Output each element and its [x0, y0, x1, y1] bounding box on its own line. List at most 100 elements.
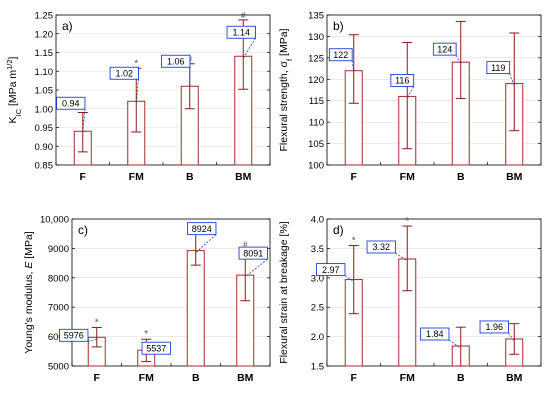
- value-label: 0.94: [62, 98, 80, 108]
- y-axis-label-part: 1/2: [5, 59, 14, 69]
- value-label-leader: [455, 54, 462, 65]
- category-label: FM: [129, 171, 144, 183]
- y-tick-label: 5000: [48, 362, 69, 373]
- y-tick-label: 120: [308, 75, 324, 86]
- value-label-box: [187, 222, 217, 236]
- panel-label: d): [333, 223, 344, 237]
- significance-marker: *: [95, 317, 99, 328]
- value-label: 1.02: [115, 68, 133, 78]
- value-label-box: [238, 246, 268, 260]
- panel-c: 5000 6000 7000 8000 9000 10,000 * 5976 F * 5537 FM #…: [23, 215, 271, 384]
- value-label: 119: [491, 63, 505, 73]
- value-label-leader: [508, 332, 515, 342]
- value-label-box: [432, 42, 457, 56]
- y-tick-label: 1.05: [35, 86, 54, 97]
- category-label: FM: [400, 372, 415, 384]
- y-tick-label: 10,000: [40, 215, 69, 226]
- value-label: 122: [333, 50, 348, 60]
- value-label-leader: [344, 275, 354, 282]
- y-tick-label: 1.20: [35, 29, 54, 40]
- category-label: B: [192, 372, 200, 384]
- category-label: B: [457, 171, 465, 183]
- y-axis-label-part: [MPa]: [278, 28, 290, 58]
- value-label-leader: [242, 38, 256, 59]
- category-label: F: [351, 171, 358, 183]
- y-tick-label: 1.00: [35, 104, 54, 115]
- panel-d: 1.5 2.0 2.5 3.0 3.5 4.0 * 2.97 F * 3.32 FM 1.84 B 1.96…: [278, 215, 542, 384]
- category-label: B: [457, 372, 465, 384]
- significance-marker: #: [243, 241, 248, 250]
- category-label: BM: [237, 372, 254, 384]
- y-axis-label-part: E: [23, 261, 35, 269]
- value-label: 116: [395, 76, 409, 86]
- value-label-leader: [448, 339, 461, 349]
- y-axis-label-part: [MPa m: [7, 70, 19, 109]
- y-tick-label: 1.15: [35, 48, 54, 59]
- value-label-leader: [406, 86, 415, 99]
- value-label-box: [479, 320, 509, 334]
- value-label: 2.97: [322, 265, 340, 275]
- y-tick-label: 1.25: [35, 11, 54, 22]
- y-axis-label-part: Flexural strength, σ: [278, 60, 290, 151]
- y-tick-label: 130: [308, 32, 324, 43]
- category-label: FM: [139, 372, 154, 384]
- value-label-box: [366, 240, 396, 254]
- value-label-box: [420, 327, 450, 341]
- y-tick-label: 2.0: [311, 332, 324, 343]
- category-label: BM: [235, 171, 252, 183]
- value-label-box: [56, 96, 86, 110]
- value-label: 1.14: [232, 27, 250, 37]
- y-tick-label: 8000: [48, 273, 69, 284]
- y-axis-label-part: ]: [7, 56, 19, 59]
- value-label-leader: [195, 234, 217, 253]
- y-axis-label: Flexural strength, σf [MPa]: [278, 28, 294, 151]
- value-label-box: [328, 48, 353, 62]
- significance-marker: *: [352, 235, 356, 246]
- category-label: BM: [506, 171, 523, 183]
- y-tick-label: 7000: [48, 303, 69, 314]
- significance-marker: *: [134, 58, 138, 69]
- panel-label: a): [62, 19, 73, 33]
- bar-B: [186, 250, 205, 367]
- value-label: 8924: [192, 224, 212, 234]
- y-axis-label-part: IC: [14, 108, 23, 116]
- category-label: BM: [506, 372, 523, 384]
- value-label-box: [141, 341, 171, 355]
- y-tick-label: 100: [308, 161, 324, 172]
- value-label: 5976: [64, 331, 84, 341]
- y-tick-label: 135: [308, 11, 324, 22]
- value-label-box: [316, 263, 346, 277]
- value-label-leader: [509, 73, 515, 86]
- value-label: 124: [437, 44, 452, 54]
- panel-a: 0.85 0.90 0.95 1.00 1.05 1.10 1.15 1.20 1.25 * 0.9…: [5, 11, 271, 183]
- y-axis-label-part: K: [7, 116, 19, 123]
- y-axis-label: KIC [MPa m1/2]: [5, 56, 23, 123]
- y-tick-label: 3.5: [311, 244, 324, 255]
- value-label-leader: [395, 252, 408, 262]
- significance-marker: #: [241, 11, 246, 20]
- y-tick-label: 1.5: [311, 362, 324, 373]
- value-label-box: [161, 54, 191, 68]
- y-axis-label-part: [MPa]: [23, 231, 35, 261]
- value-label: 1.84: [426, 329, 444, 339]
- y-tick-label: 6000: [48, 332, 69, 343]
- y-tick-label: 0.95: [35, 123, 54, 134]
- y-axis-label-part: f: [285, 58, 294, 61]
- value-label: 5537: [146, 343, 166, 353]
- value-label-leader: [87, 338, 97, 342]
- value-label: 1.06: [167, 56, 185, 66]
- value-label-leader: [135, 79, 139, 104]
- value-label-leader: [82, 109, 86, 134]
- y-tick-label: 110: [309, 118, 324, 129]
- y-tick-label: 1.10: [35, 67, 54, 78]
- value-label-box: [226, 25, 256, 39]
- panel-label: c): [78, 223, 88, 237]
- y-axis-label: Flexural strain at breakage [%]: [278, 221, 290, 363]
- value-label: 8091: [243, 248, 263, 258]
- value-label-box: [390, 73, 415, 87]
- value-label-box: [109, 66, 139, 80]
- y-axis-label-part: Flexural strain at breakage [%]: [278, 221, 290, 363]
- category-label: F: [80, 171, 87, 183]
- significance-marker: *: [405, 216, 409, 227]
